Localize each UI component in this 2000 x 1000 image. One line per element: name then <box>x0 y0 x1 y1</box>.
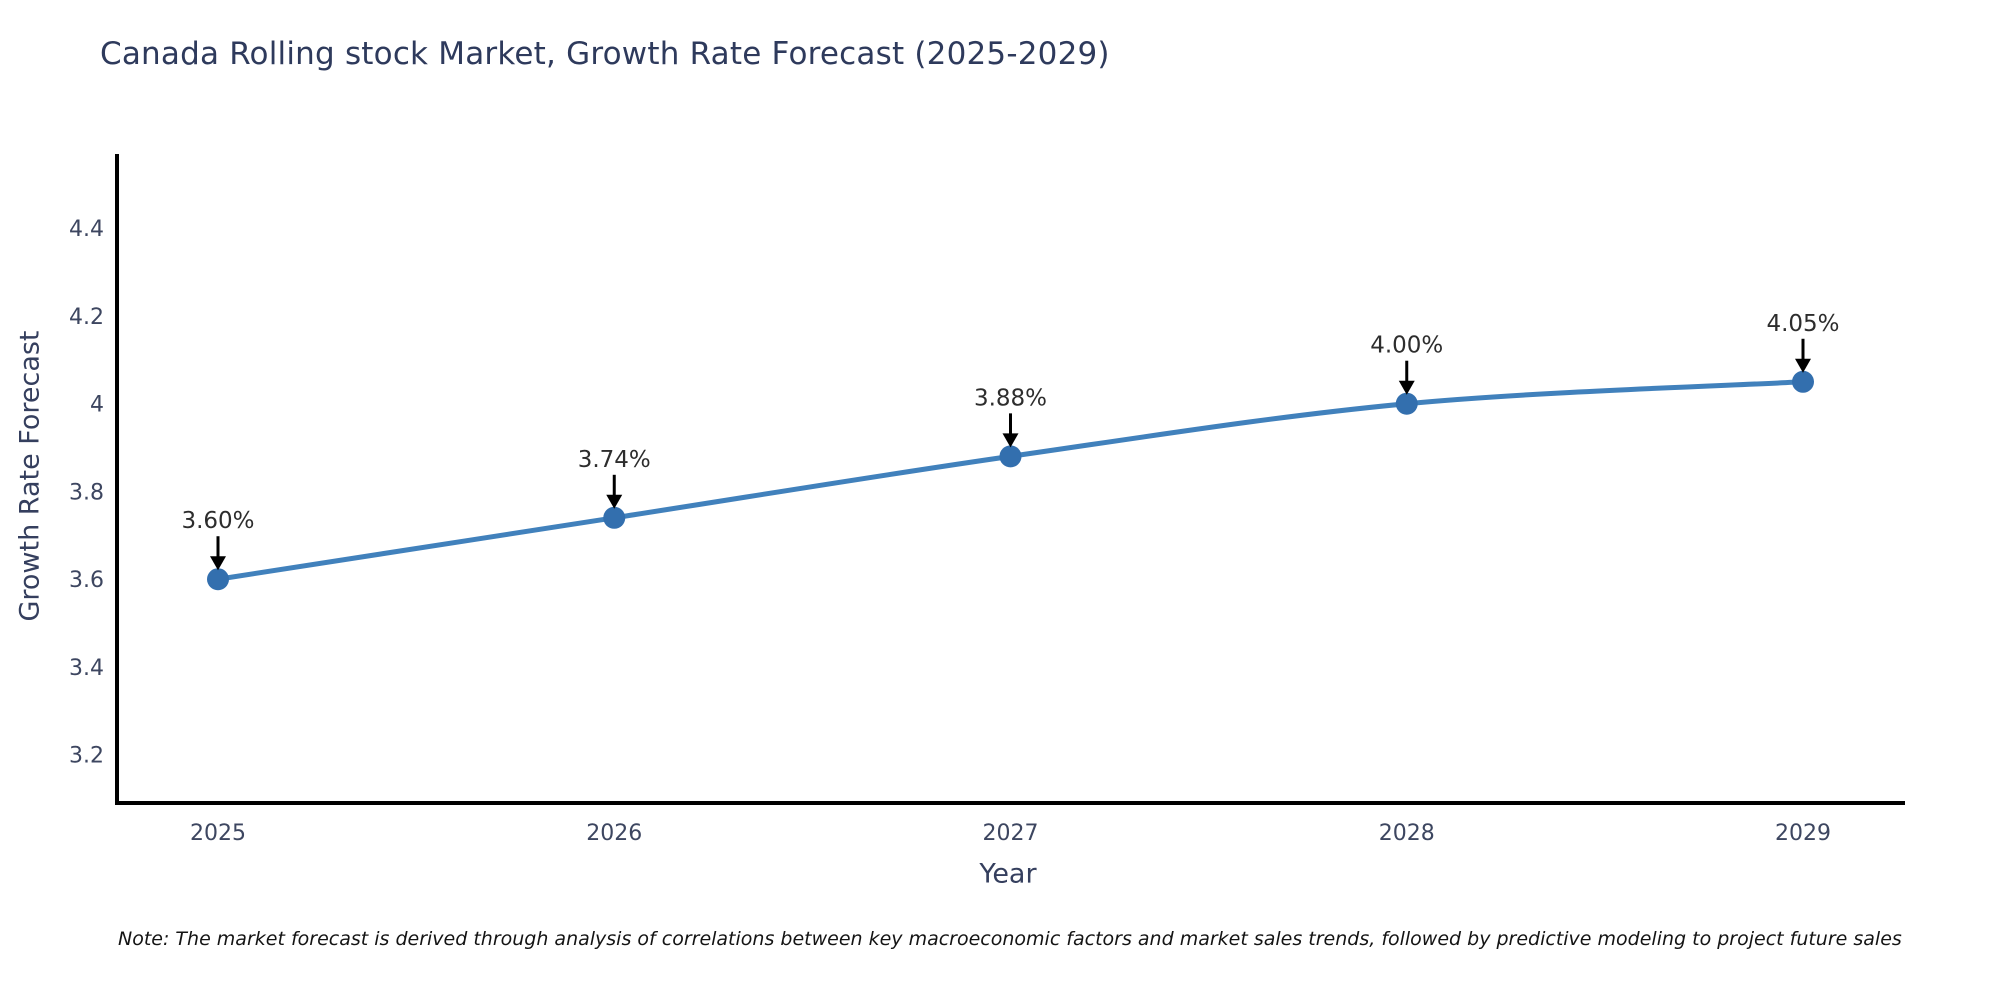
x-tick-label: 2027 <box>983 821 1039 846</box>
point-annotation-label: 4.00% <box>1370 333 1443 359</box>
x-tick-label: 2026 <box>586 821 642 846</box>
y-tick-label: 4.2 <box>69 305 104 330</box>
annotation-arrow-head <box>210 556 226 571</box>
data-point-marker <box>207 568 229 591</box>
annotation-arrow-head <box>1398 380 1415 395</box>
trend-line <box>217 379 1804 582</box>
point-annotation-label: 3.88% <box>974 385 1047 411</box>
point-annotation-label: 3.74% <box>578 447 651 473</box>
y-tick-label: 4 <box>90 393 104 418</box>
annotation-arrow-head <box>606 494 623 509</box>
y-tick-label: 3.6 <box>69 568 104 593</box>
x-tick-label: 2028 <box>1379 821 1435 846</box>
data-point-marker <box>603 506 626 529</box>
footnote: Note: The market forecast is derived thr… <box>118 928 1902 950</box>
chart-title: Canada Rolling stock Market, Growth Rate… <box>100 36 1110 72</box>
y-tick-label: 3.2 <box>69 744 104 769</box>
point-annotation-label: 3.60% <box>181 508 254 534</box>
x-tick-label: 2029 <box>1775 821 1831 846</box>
data-point-marker <box>999 445 1022 468</box>
point-annotation-label: 4.05% <box>1766 311 1839 337</box>
y-tick-label: 3.8 <box>69 480 104 505</box>
y-tick-label: 3.4 <box>69 656 104 681</box>
data-point-marker <box>1792 370 1814 393</box>
x-axis-title: Year <box>979 858 1037 890</box>
y-tick-label: 4.4 <box>69 217 104 242</box>
annotation-arrow-head <box>1002 433 1019 448</box>
data-point-marker <box>1395 392 1418 415</box>
annotation-arrow-head <box>1795 358 1811 373</box>
x-tick-label: 2025 <box>190 821 246 846</box>
y-axis-title: Growth Rate Forecast <box>14 330 46 622</box>
